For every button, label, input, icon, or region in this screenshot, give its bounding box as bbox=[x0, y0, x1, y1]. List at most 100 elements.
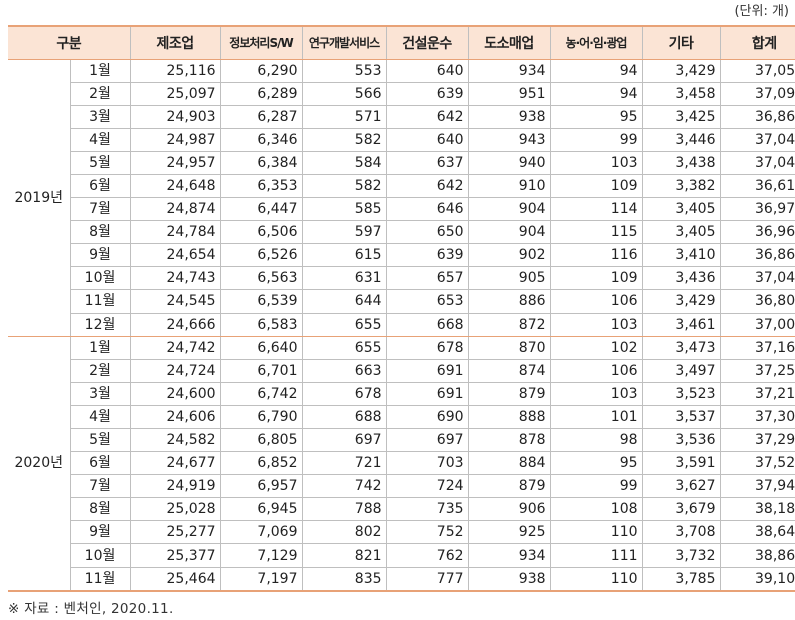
month-cell: 1월 bbox=[69, 336, 131, 360]
cell-agri-fish-forest-mining: 106 bbox=[549, 359, 643, 383]
cell-wholesale-retail: 943 bbox=[467, 128, 551, 152]
cell-agri-fish-forest-mining: 94 bbox=[549, 59, 643, 83]
year-cell: 2020년 bbox=[8, 336, 70, 592]
cell-other: 3,429 bbox=[641, 289, 721, 314]
cell-wholesale-retail: 870 bbox=[467, 336, 551, 360]
cell-total: 36,802 bbox=[719, 289, 795, 314]
cell-wholesale-retail: 951 bbox=[467, 82, 551, 106]
cell-rnd-service: 553 bbox=[301, 59, 387, 83]
cell-wholesale-retail: 879 bbox=[467, 474, 551, 499]
cell-info-sw: 6,506 bbox=[219, 220, 303, 245]
cell-rnd-service: 582 bbox=[301, 174, 387, 199]
header-construction-transport: 건설운수 bbox=[385, 25, 469, 60]
month-cell: 4월 bbox=[69, 405, 131, 430]
cell-manufacturing: 24,724 bbox=[129, 359, 221, 383]
cell-agri-fish-forest-mining: 101 bbox=[549, 405, 643, 430]
month-cell: 12월 bbox=[69, 313, 131, 337]
month-cell: 2월 bbox=[69, 82, 131, 106]
cell-construction-transport: 691 bbox=[385, 382, 469, 406]
cell-agri-fish-forest-mining: 116 bbox=[549, 243, 643, 268]
cell-agri-fish-forest-mining: 99 bbox=[549, 474, 643, 499]
header-other: 기타 bbox=[641, 25, 721, 60]
cell-manufacturing: 24,582 bbox=[129, 428, 221, 453]
cell-info-sw: 6,290 bbox=[219, 59, 303, 83]
cell-construction-transport: 762 bbox=[385, 543, 469, 568]
cell-other: 3,785 bbox=[641, 567, 721, 592]
cell-info-sw: 6,526 bbox=[219, 243, 303, 268]
month-cell: 4월 bbox=[69, 128, 131, 152]
cell-info-sw: 6,384 bbox=[219, 151, 303, 175]
cell-manufacturing: 24,600 bbox=[129, 382, 221, 406]
cell-agri-fish-forest-mining: 95 bbox=[549, 451, 643, 476]
cell-construction-transport: 668 bbox=[385, 313, 469, 337]
month-cell: 6월 bbox=[69, 174, 131, 199]
cell-wholesale-retail: 874 bbox=[467, 359, 551, 383]
cell-manufacturing: 25,464 bbox=[129, 567, 221, 592]
month-cell: 7월 bbox=[69, 474, 131, 499]
unit-note: (단위: 개) bbox=[734, 4, 789, 19]
cell-rnd-service: 582 bbox=[301, 128, 387, 152]
cell-construction-transport: 642 bbox=[385, 174, 469, 199]
cell-rnd-service: 688 bbox=[301, 405, 387, 430]
cell-rnd-service: 597 bbox=[301, 220, 387, 245]
cell-rnd-service: 615 bbox=[301, 243, 387, 268]
header-agri-fish-forest-mining: 농·어·임·광업 bbox=[549, 25, 643, 60]
cell-construction-transport: 724 bbox=[385, 474, 469, 499]
cell-rnd-service: 697 bbox=[301, 428, 387, 453]
cell-total: 36,614 bbox=[719, 174, 795, 199]
cell-other: 3,405 bbox=[641, 220, 721, 245]
cell-wholesale-retail: 925 bbox=[467, 520, 551, 545]
cell-construction-transport: 639 bbox=[385, 243, 469, 268]
cell-other: 3,627 bbox=[641, 474, 721, 499]
cell-wholesale-retail: 886 bbox=[467, 289, 551, 314]
cell-total: 38,643 bbox=[719, 520, 795, 545]
cell-manufacturing: 25,277 bbox=[129, 520, 221, 545]
cell-other: 3,473 bbox=[641, 336, 721, 360]
month-cell: 7월 bbox=[69, 197, 131, 222]
cell-info-sw: 6,852 bbox=[219, 451, 303, 476]
cell-total: 37,044 bbox=[719, 266, 795, 291]
header-wholesale-retail: 도소매업 bbox=[467, 25, 551, 60]
month-cell: 5월 bbox=[69, 151, 131, 175]
cell-rnd-service: 655 bbox=[301, 313, 387, 337]
cell-construction-transport: 646 bbox=[385, 197, 469, 222]
cell-wholesale-retail: 906 bbox=[467, 497, 551, 522]
cell-total: 37,094 bbox=[719, 82, 795, 106]
cell-manufacturing: 25,116 bbox=[129, 59, 221, 83]
month-cell: 3월 bbox=[69, 382, 131, 406]
cell-wholesale-retail: 938 bbox=[467, 567, 551, 592]
cell-agri-fish-forest-mining: 111 bbox=[549, 543, 643, 568]
cell-wholesale-retail: 902 bbox=[467, 243, 551, 268]
cell-agri-fish-forest-mining: 103 bbox=[549, 151, 643, 175]
cell-rnd-service: 571 bbox=[301, 105, 387, 129]
cell-construction-transport: 691 bbox=[385, 359, 469, 383]
cell-total: 37,293 bbox=[719, 428, 795, 453]
cell-rnd-service: 835 bbox=[301, 567, 387, 592]
cell-agri-fish-forest-mining: 109 bbox=[549, 174, 643, 199]
cell-info-sw: 6,447 bbox=[219, 197, 303, 222]
month-cell: 10월 bbox=[69, 543, 131, 568]
cell-agri-fish-forest-mining: 106 bbox=[549, 289, 643, 314]
cell-rnd-service: 631 bbox=[301, 266, 387, 291]
cell-other: 3,436 bbox=[641, 266, 721, 291]
cell-agri-fish-forest-mining: 108 bbox=[549, 497, 643, 522]
cell-manufacturing: 24,666 bbox=[129, 313, 221, 337]
cell-manufacturing: 24,648 bbox=[129, 174, 221, 199]
cell-construction-transport: 678 bbox=[385, 336, 469, 360]
